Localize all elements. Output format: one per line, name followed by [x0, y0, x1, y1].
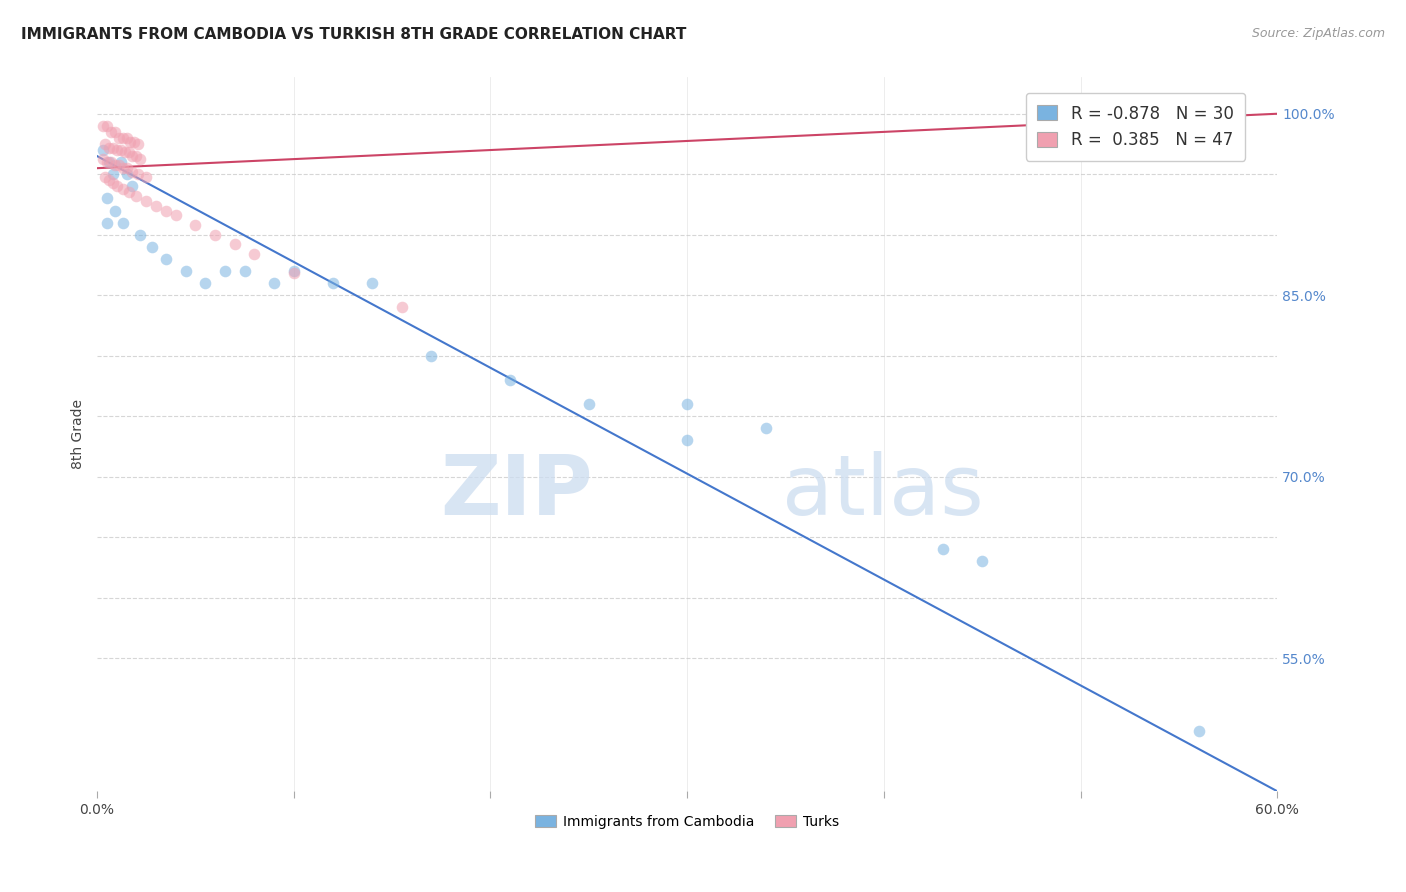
- Point: [578, 397, 600, 411]
- Point: [121, 179, 143, 194]
- Point: [101, 176, 124, 190]
- Point: [120, 135, 142, 149]
- Point: [1187, 723, 1209, 738]
- Point: [214, 264, 236, 278]
- Text: IMMIGRANTS FROM CAMBODIA VS TURKISH 8TH GRADE CORRELATION CHART: IMMIGRANTS FROM CAMBODIA VS TURKISH 8TH …: [21, 27, 686, 42]
- Point: [204, 227, 226, 242]
- Point: [283, 267, 305, 281]
- Text: ZIP: ZIP: [440, 451, 593, 532]
- Point: [141, 240, 163, 254]
- Point: [224, 237, 246, 252]
- Point: [111, 182, 134, 196]
- Point: [676, 397, 699, 411]
- Point: [676, 434, 699, 448]
- Point: [124, 135, 146, 149]
- Point: [94, 169, 117, 184]
- Point: [115, 167, 138, 181]
- Point: [174, 264, 197, 278]
- Point: [135, 169, 157, 184]
- Text: atlas: atlas: [782, 451, 983, 532]
- Point: [125, 149, 148, 163]
- Point: [194, 276, 217, 290]
- Point: [121, 149, 143, 163]
- Point: [165, 208, 187, 222]
- Point: [110, 143, 132, 157]
- Point: [115, 131, 138, 145]
- Point: [97, 140, 120, 154]
- Point: [117, 186, 139, 200]
- Point: [104, 203, 127, 218]
- Point: [972, 554, 994, 568]
- Point: [100, 155, 122, 169]
- Point: [117, 145, 139, 160]
- Point: [243, 247, 266, 261]
- Y-axis label: 8th Grade: 8th Grade: [72, 400, 86, 469]
- Point: [107, 131, 129, 145]
- Point: [91, 143, 114, 157]
- Point: [91, 152, 114, 166]
- Point: [125, 189, 148, 203]
- Point: [111, 161, 134, 176]
- Point: [96, 191, 118, 205]
- Point: [115, 161, 138, 176]
- Point: [184, 218, 207, 232]
- Point: [127, 136, 149, 151]
- Point: [114, 145, 136, 160]
- Point: [129, 152, 152, 166]
- Point: [111, 131, 134, 145]
- Point: [127, 167, 149, 181]
- Point: [97, 173, 120, 187]
- Point: [263, 276, 285, 290]
- Point: [110, 155, 132, 169]
- Point: [101, 167, 124, 181]
- Point: [420, 349, 443, 363]
- Point: [932, 542, 955, 557]
- Point: [361, 276, 384, 290]
- Point: [101, 140, 124, 154]
- Text: Source: ZipAtlas.com: Source: ZipAtlas.com: [1251, 27, 1385, 40]
- Point: [105, 179, 128, 194]
- Point: [96, 155, 118, 169]
- Point: [135, 194, 157, 208]
- Point: [104, 157, 127, 171]
- Legend: Immigrants from Cambodia, Turks: Immigrants from Cambodia, Turks: [530, 809, 845, 834]
- Point: [283, 264, 305, 278]
- Point: [499, 373, 522, 387]
- Point: [155, 203, 177, 218]
- Point: [322, 276, 344, 290]
- Point: [91, 119, 114, 133]
- Point: [96, 119, 118, 133]
- Point: [96, 216, 118, 230]
- Point: [105, 143, 128, 157]
- Point: [145, 199, 167, 213]
- Point: [94, 136, 117, 151]
- Point: [100, 125, 122, 139]
- Point: [233, 264, 256, 278]
- Point: [97, 155, 120, 169]
- Point: [104, 125, 127, 139]
- Point: [121, 165, 143, 179]
- Point: [129, 227, 152, 242]
- Point: [107, 157, 129, 171]
- Point: [755, 421, 778, 435]
- Point: [391, 301, 413, 315]
- Point: [155, 252, 177, 266]
- Point: [111, 216, 134, 230]
